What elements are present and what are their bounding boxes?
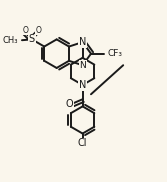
Text: O: O (23, 26, 28, 35)
Text: O: O (35, 26, 41, 35)
Text: O: O (66, 99, 73, 109)
Text: S: S (29, 34, 35, 44)
Text: Cl: Cl (78, 138, 87, 148)
Text: N: N (79, 61, 86, 70)
Text: CF₃: CF₃ (108, 49, 123, 58)
Text: N: N (79, 80, 86, 90)
Text: N: N (79, 37, 86, 47)
Text: CH₃: CH₃ (3, 36, 18, 45)
